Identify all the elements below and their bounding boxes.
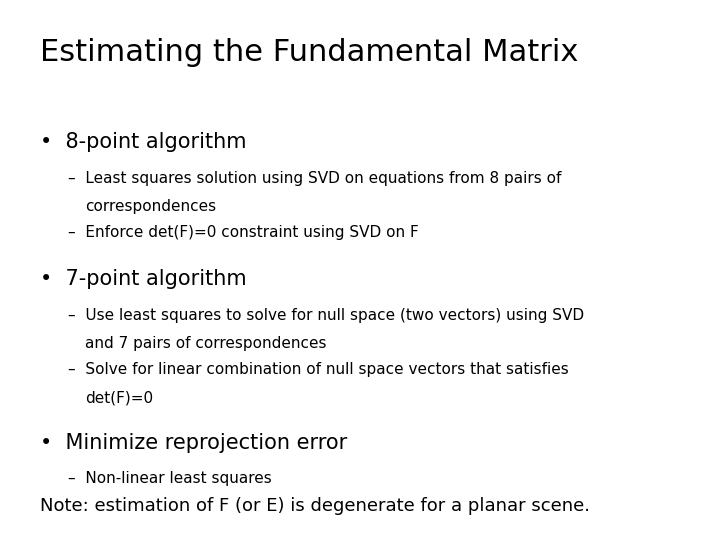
Text: •  Minimize reprojection error: • Minimize reprojection error — [40, 433, 347, 453]
Text: –  Use least squares to solve for null space (two vectors) using SVD: – Use least squares to solve for null sp… — [68, 308, 585, 323]
Text: det(F)=0: det(F)=0 — [85, 390, 153, 406]
Text: –  Enforce det(F)=0 constraint using SVD on F: – Enforce det(F)=0 constraint using SVD … — [68, 225, 419, 240]
Text: –  Least squares solution using SVD on equations from 8 pairs of: – Least squares solution using SVD on eq… — [68, 171, 562, 186]
Text: •  7-point algorithm: • 7-point algorithm — [40, 269, 246, 289]
Text: –  Solve for linear combination of null space vectors that satisfies: – Solve for linear combination of null s… — [68, 362, 569, 377]
Text: Estimating the Fundamental Matrix: Estimating the Fundamental Matrix — [40, 38, 578, 67]
Text: Note: estimation of F (or E) is degenerate for a planar scene.: Note: estimation of F (or E) is degenera… — [40, 497, 590, 515]
Text: •  8-point algorithm: • 8-point algorithm — [40, 132, 246, 152]
Text: and 7 pairs of correspondences: and 7 pairs of correspondences — [85, 336, 326, 352]
Text: –  Non-linear least squares: – Non-linear least squares — [68, 471, 272, 487]
Text: correspondences: correspondences — [85, 199, 216, 214]
